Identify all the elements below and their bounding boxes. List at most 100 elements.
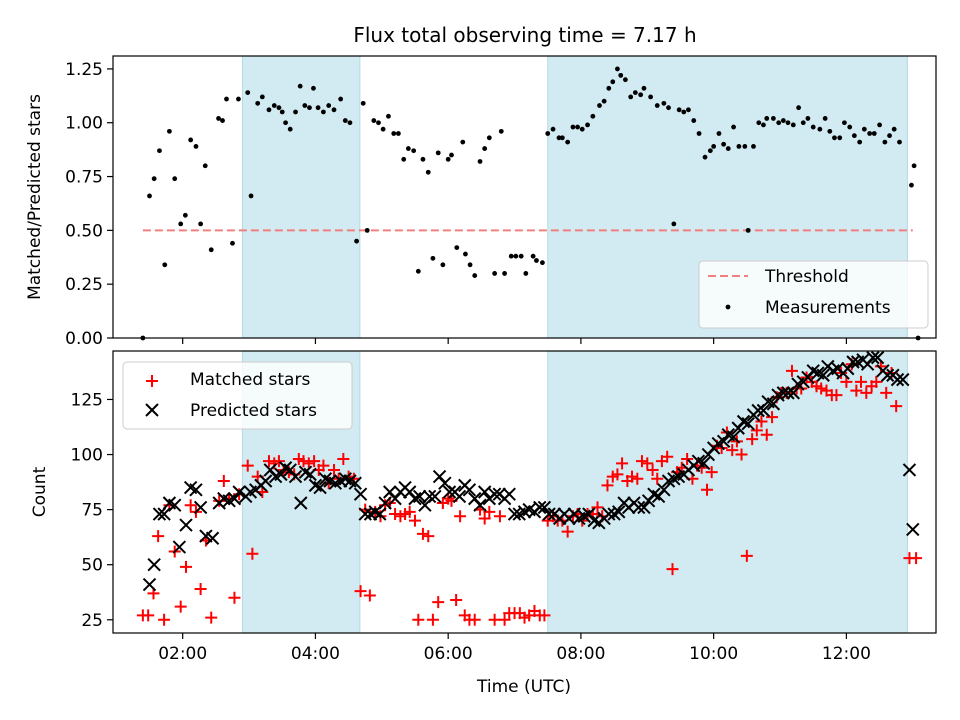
measurement-point	[871, 131, 877, 136]
measurement-point	[545, 131, 551, 136]
measurement-point	[178, 221, 184, 227]
measurement-point	[255, 100, 261, 106]
measurement-point	[648, 94, 654, 100]
measurement-point	[702, 154, 708, 160]
matched-star-point	[158, 613, 171, 626]
matched-star-point	[616, 457, 629, 470]
matched-star-point	[850, 384, 863, 397]
measurement-point	[198, 221, 204, 227]
measurement-point	[731, 124, 736, 130]
measurement-point	[575, 124, 580, 130]
matched-star-point	[184, 499, 197, 512]
predicted-star-point	[172, 540, 187, 554]
measurement-point	[597, 103, 602, 108]
measurement-point	[877, 122, 882, 128]
measurement-point	[425, 169, 431, 175]
measurement-point	[220, 118, 225, 123]
matched-star-point	[740, 549, 753, 562]
measurement-point	[293, 109, 298, 115]
predicted-star-point	[313, 480, 327, 495]
predicted-star-point	[353, 487, 368, 501]
x-tick-label: 04:00	[291, 644, 340, 664]
predicted-star-point	[537, 500, 552, 515]
y-tick-label: 0.25	[65, 275, 103, 295]
measurement-point	[415, 268, 421, 274]
predicted-star-point	[373, 507, 387, 521]
measurement-point	[502, 271, 507, 276]
matched-star-point	[297, 455, 310, 468]
measurement-point	[162, 262, 168, 268]
measurement-point	[857, 139, 863, 145]
legend-matched-label: Matched stars	[190, 370, 310, 390]
matched-star-point	[561, 525, 574, 538]
x-axis-label: Time (UTC)	[476, 677, 571, 697]
predicted-star-point	[846, 355, 860, 369]
matched-star-point	[337, 452, 350, 465]
measurement-point	[463, 251, 468, 257]
matched-star-point	[205, 611, 218, 624]
matched-star-point	[454, 510, 467, 523]
predicted-star-point	[477, 485, 492, 499]
predicted-star-point	[152, 507, 167, 521]
predicted-star-point	[473, 498, 487, 512]
measurement-point	[671, 221, 677, 227]
predicted-star-point	[412, 489, 427, 504]
matched-star-point	[910, 552, 923, 565]
measurement-point	[486, 135, 492, 141]
matched-star-point	[755, 415, 768, 428]
predicted-star-point	[502, 487, 516, 501]
measurement-point	[391, 131, 397, 136]
y-tick-label: 1.25	[65, 60, 103, 80]
measurement-point	[395, 131, 401, 136]
measurement-point	[638, 92, 644, 98]
measurement-point	[711, 144, 717, 149]
y-tick-label: 0.75	[65, 168, 103, 188]
measurement-point	[847, 124, 853, 130]
measurement-point	[157, 148, 162, 154]
measurement-point	[230, 240, 235, 246]
measurement-point	[756, 120, 762, 126]
measurement-point	[224, 96, 229, 102]
matched-star-point	[228, 591, 241, 604]
measurement-point	[891, 126, 897, 132]
matched-star-point	[174, 600, 187, 613]
measurement-point	[405, 146, 411, 151]
measurement-point	[776, 120, 782, 126]
predicted-star-point	[816, 368, 830, 382]
predicted-star-point	[348, 476, 362, 490]
measurement-point	[338, 96, 344, 102]
measurement-point	[790, 122, 796, 128]
matched-star-point	[830, 389, 843, 402]
measurement-point	[454, 245, 460, 250]
legend-matched-swatch	[146, 375, 158, 387]
matched-star-point	[661, 450, 674, 463]
measurement-point	[326, 103, 332, 108]
matched-star-point	[213, 494, 226, 507]
measurement-point	[632, 90, 638, 95]
measurement-point	[371, 118, 377, 123]
measurement-point	[492, 271, 498, 276]
predicted-star-point	[487, 487, 502, 501]
measurement-point	[817, 126, 823, 132]
measurement-point	[810, 124, 816, 130]
predicted-star-point	[542, 507, 556, 521]
measurement-point	[707, 148, 713, 154]
predicted-star-point	[193, 500, 208, 515]
matched-star-point	[142, 609, 155, 622]
measurement-point	[460, 139, 466, 145]
count-panel: 25 50 75 100 125 02:00 04:00 06:00 08:00 10:00 12…	[30, 350, 937, 697]
matched-star-point	[766, 411, 779, 424]
predicted-star-point	[786, 386, 801, 400]
legend-predicted-label: Predicted stars	[190, 401, 317, 421]
y-tick-label: 0.00	[65, 329, 103, 349]
measurement-point	[440, 262, 446, 268]
matched-star-point	[272, 455, 285, 468]
predicted-star-point	[288, 469, 303, 484]
legend-threshold-label: Threshold	[764, 267, 849, 287]
matched-star-point	[363, 589, 376, 602]
measurement-point	[307, 105, 312, 111]
matched-star-point	[328, 463, 341, 476]
predicted-star-point	[227, 491, 242, 506]
measurement-point	[279, 109, 285, 115]
